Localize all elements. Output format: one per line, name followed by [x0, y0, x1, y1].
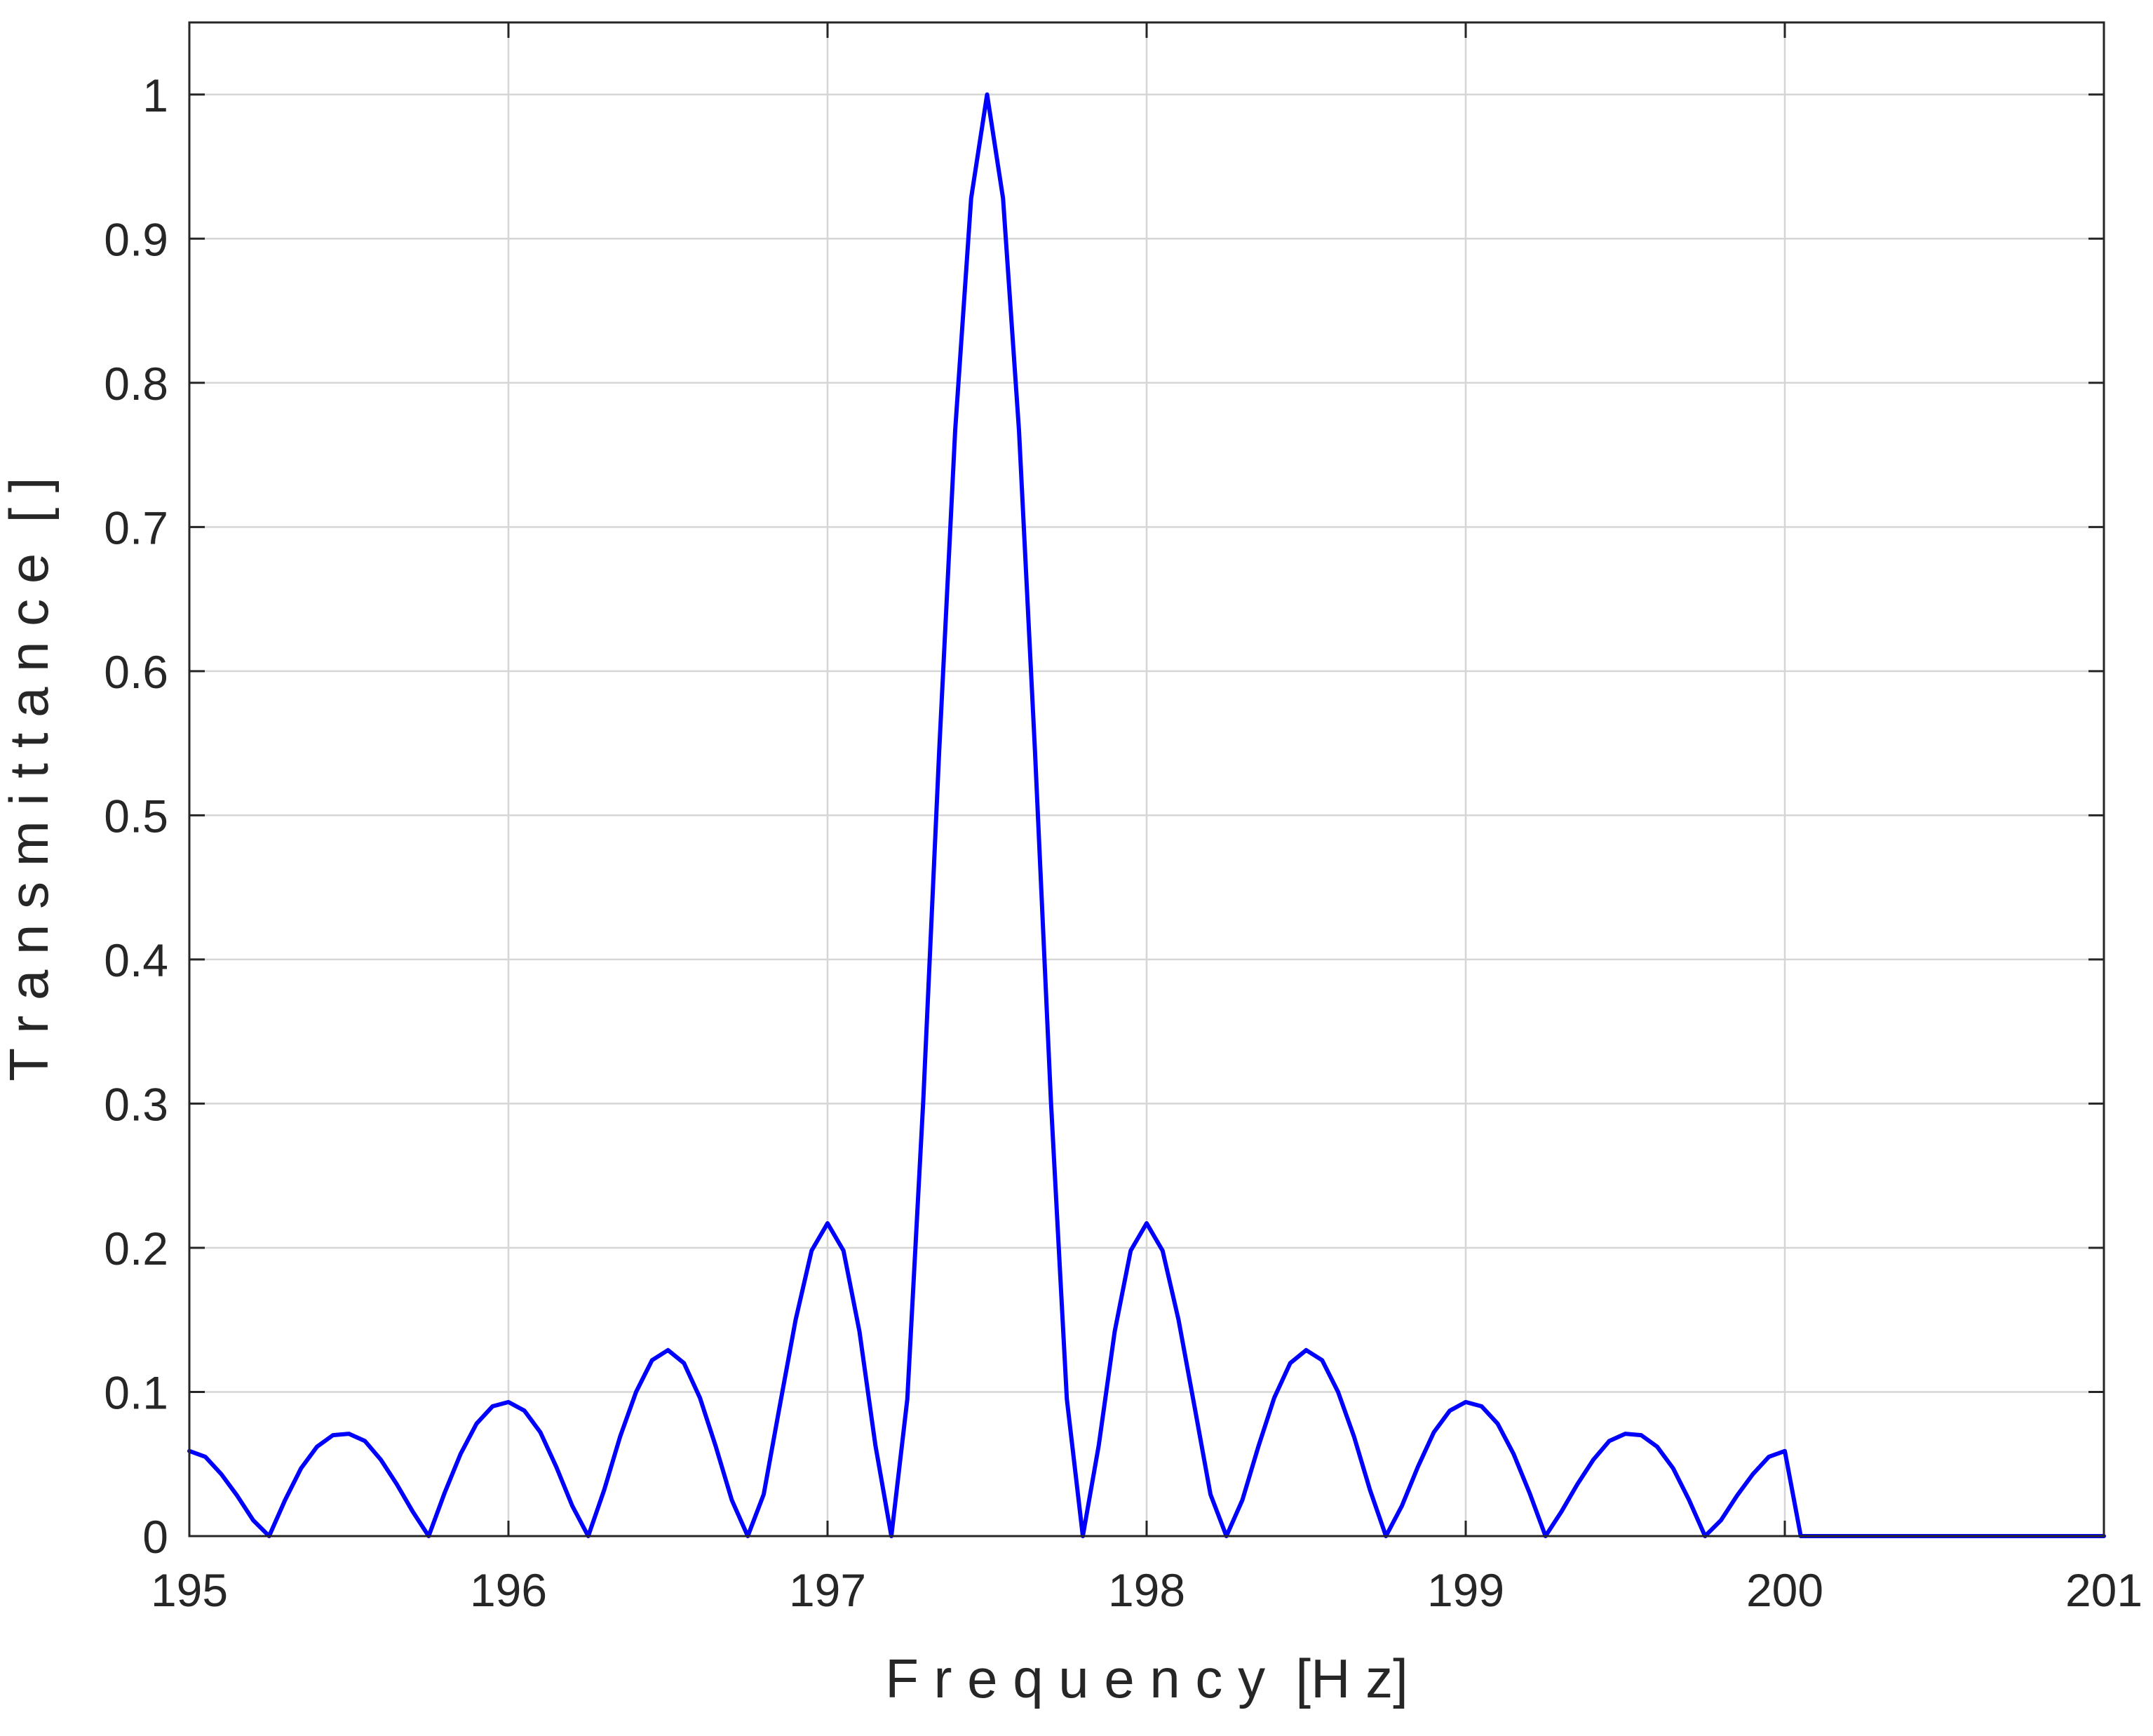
y-axis-label: T r a n s m i t t a n c e [ ] — [0, 477, 60, 1081]
x-tick-label: 198 — [1108, 1564, 1185, 1616]
series-line-0 — [187, 92, 2106, 1538]
y-tick-label: 1 — [142, 69, 168, 121]
y-tick-label: 0.4 — [104, 934, 168, 986]
y-tick-label: 0.9 — [104, 213, 168, 265]
tick-labels: 195 196 197 198 199 200 201 0 0.1 0.2 0.3 0.4 0.5 0.6… — [104, 69, 2142, 1616]
x-tick-label: 199 — [1427, 1564, 1504, 1616]
y-tick-label: 0.5 — [104, 790, 168, 842]
x-tick-label: 196 — [470, 1564, 547, 1616]
y-tick-label: 0.1 — [104, 1366, 168, 1418]
y-tick-label: 0 — [142, 1511, 168, 1563]
y-tick-label: 0.7 — [104, 502, 168, 553]
x-tick-label: 201 — [2065, 1564, 2142, 1616]
x-tick-label: 197 — [789, 1564, 866, 1616]
y-tick-label: 0.3 — [104, 1078, 168, 1130]
y-tick-label: 0.8 — [104, 358, 168, 410]
series-layer — [187, 92, 2106, 1538]
y-tick-label: 0.2 — [104, 1223, 168, 1274]
plot-frame — [188, 21, 2105, 1537]
x-tick-label: 195 — [151, 1564, 228, 1616]
x-axis-label: F r e q u e n c y [H z] — [885, 1648, 1408, 1709]
x-tick-label: 200 — [1746, 1564, 1823, 1616]
y-tick-label: 0.6 — [104, 646, 168, 698]
